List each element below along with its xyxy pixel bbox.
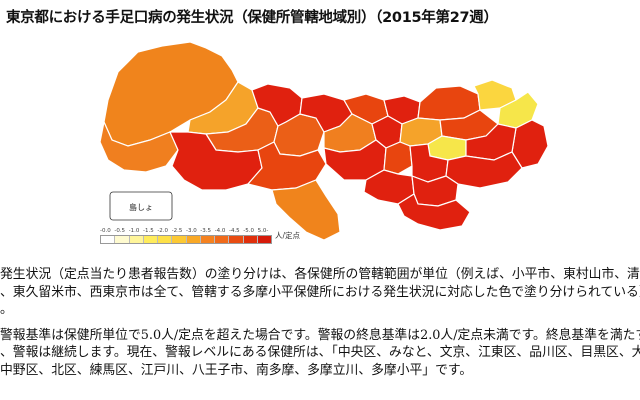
islands-inset: 島しょ (109, 191, 173, 221)
legend-label: 5.0- (257, 228, 269, 234)
legend-swatch (143, 236, 158, 243)
legend-label: -0.5 (114, 228, 126, 234)
legend-swatch (172, 236, 187, 243)
legend: -0.0 -0.5 -1.0 -1.5 -2.0 -2.5 -3.0 -3.5 -4.0 -4.5… (100, 228, 272, 250)
legend-unit: 人/定点 (275, 231, 301, 240)
legend-label: -3.5 (200, 228, 212, 234)
description-line: 、東久留米市、西東京市は全て、管轄する多摩小平保健所における発生状況に対応した色… (0, 284, 640, 300)
legend-swatch (200, 236, 215, 243)
legend-label: -3.0 (185, 228, 197, 234)
legend-swatch (115, 236, 130, 243)
description-line: 発生状況（定点当たり患者報告数）の塗り分けは、各保健所の管轄範囲が単位（例えば、… (0, 267, 640, 282)
legend-cells (100, 235, 272, 244)
legend-label: -2.5 (171, 228, 183, 234)
legend-swatch (186, 236, 201, 243)
legend-label: -5.0 (243, 228, 255, 234)
map-region-akikawa (99, 120, 179, 173)
legend-swatch (243, 236, 258, 243)
legend-labels: -0.0 -0.5 -1.0 -1.5 -2.0 -2.5 -3.0 -3.5 -4.0 -4.5… (100, 228, 272, 234)
map-region-machida (271, 179, 341, 241)
description-line: 。 (0, 302, 13, 318)
legend-swatch (257, 236, 271, 243)
island-label: 島しょ (129, 202, 153, 212)
legend-label: -1.0 (128, 228, 140, 234)
legend-swatch (101, 236, 116, 243)
map-region-shibuya (383, 141, 413, 175)
legend-label: -4.5 (228, 228, 240, 234)
legend-label: -0.0 (100, 228, 111, 234)
legend-swatch (229, 236, 244, 243)
legend-swatch (158, 236, 173, 243)
description-line: 警報基準は保健所単位で5.0人/定点を超えた場合です。警報の終息基準は2.0人/… (0, 327, 640, 343)
legend-label: -4.0 (214, 228, 226, 234)
map-region-ota (397, 193, 471, 231)
legend-label: -2.0 (157, 228, 169, 234)
description-line: 、警報は継続します。現在、警報レベルにある保健所は、「中央区、みなと、文京、江東… (0, 345, 640, 361)
description: 発生状況（定点当たり患者報告数）の塗り分けは、各保健所の管轄範囲が単位（例えば、… (0, 266, 640, 380)
legend-label: -1.5 (142, 228, 154, 234)
page-title: 東京都における手足口病の発生状況（保健所管轄地域別）（2015年第27週） (6, 10, 498, 26)
legend-swatch (129, 236, 144, 243)
legend-swatch (215, 236, 230, 243)
description-line: 中野区、北区、練馬区、江戸川、八王子市、南多摩、多摩立川、多摩小平」です。 (0, 362, 473, 378)
tokyo-map: 島しょ (99, 41, 549, 241)
